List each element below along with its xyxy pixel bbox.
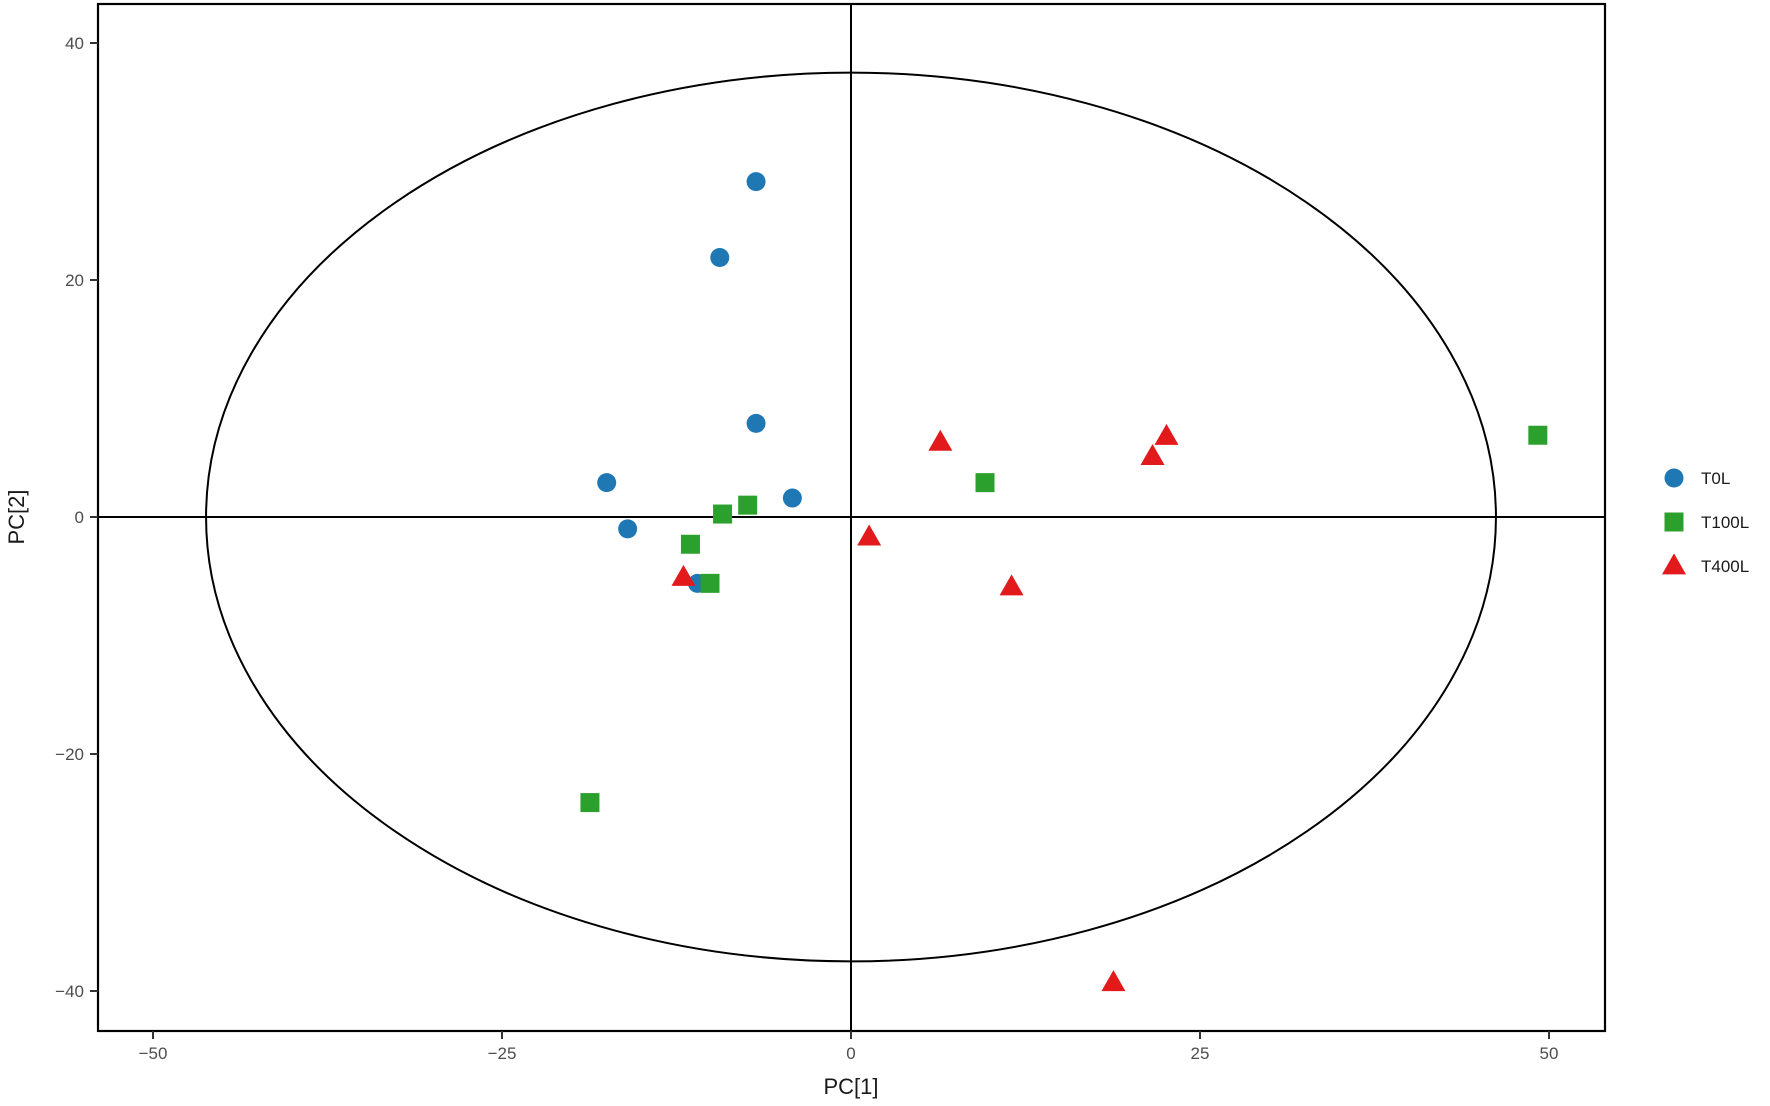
square-marker: [700, 573, 720, 593]
legend-square-icon: [1664, 512, 1684, 532]
y-axis-title: PC[2]: [4, 489, 29, 544]
reference-lines: [98, 4, 1605, 1031]
circle-marker: [782, 488, 802, 508]
triangle-marker: [999, 574, 1024, 596]
y-tick-label: −20: [55, 745, 84, 764]
legend-circle-icon: [1664, 468, 1684, 488]
legend-item-t100l: T100L: [1664, 512, 1749, 532]
triangle-marker: [928, 429, 953, 451]
triangle-marker: [1154, 423, 1179, 445]
triangle-marker: [1140, 443, 1165, 465]
circle-marker: [618, 519, 638, 539]
x-tick-label: −50: [139, 1044, 168, 1063]
x-tick-label: 25: [1191, 1044, 1210, 1063]
x-tick-label: 0: [846, 1044, 855, 1063]
data-points: [580, 172, 1548, 992]
triangle-marker: [671, 564, 696, 586]
legend-label: T0L: [1701, 469, 1730, 488]
legend-label: T400L: [1701, 557, 1749, 576]
series-t0l: [597, 172, 802, 593]
square-marker: [580, 793, 600, 813]
square-marker: [713, 504, 733, 524]
y-tick-label: 20: [65, 271, 84, 290]
circle-marker: [746, 413, 766, 433]
circle-marker: [746, 172, 766, 192]
legend-triangle-icon: [1662, 553, 1686, 575]
circle-marker: [597, 473, 617, 493]
square-marker: [1528, 425, 1548, 445]
x-axis: −50 −25 0 25 50: [139, 1031, 1559, 1063]
y-tick-label: 40: [65, 34, 84, 53]
legend: T0L T100L T400L: [1662, 468, 1749, 576]
circle-marker: [710, 247, 730, 267]
series-t400l: [671, 423, 1179, 992]
x-tick-label: 50: [1540, 1044, 1559, 1063]
legend-item-t400l: T400L: [1662, 553, 1749, 576]
square-marker: [975, 473, 995, 493]
triangle-marker: [1101, 970, 1126, 992]
y-tick-label: −40: [55, 982, 84, 1001]
legend-label: T100L: [1701, 513, 1749, 532]
series-t100l: [580, 425, 1548, 813]
square-marker: [738, 495, 758, 515]
y-tick-label: 0: [75, 508, 84, 527]
x-axis-title: PC[1]: [823, 1074, 878, 1099]
square-marker: [680, 534, 700, 554]
x-tick-label: −25: [488, 1044, 517, 1063]
triangle-marker: [857, 524, 882, 546]
y-axis: −40 −20 0 20 40: [55, 34, 98, 1001]
legend-item-t0l: T0L: [1664, 468, 1730, 488]
